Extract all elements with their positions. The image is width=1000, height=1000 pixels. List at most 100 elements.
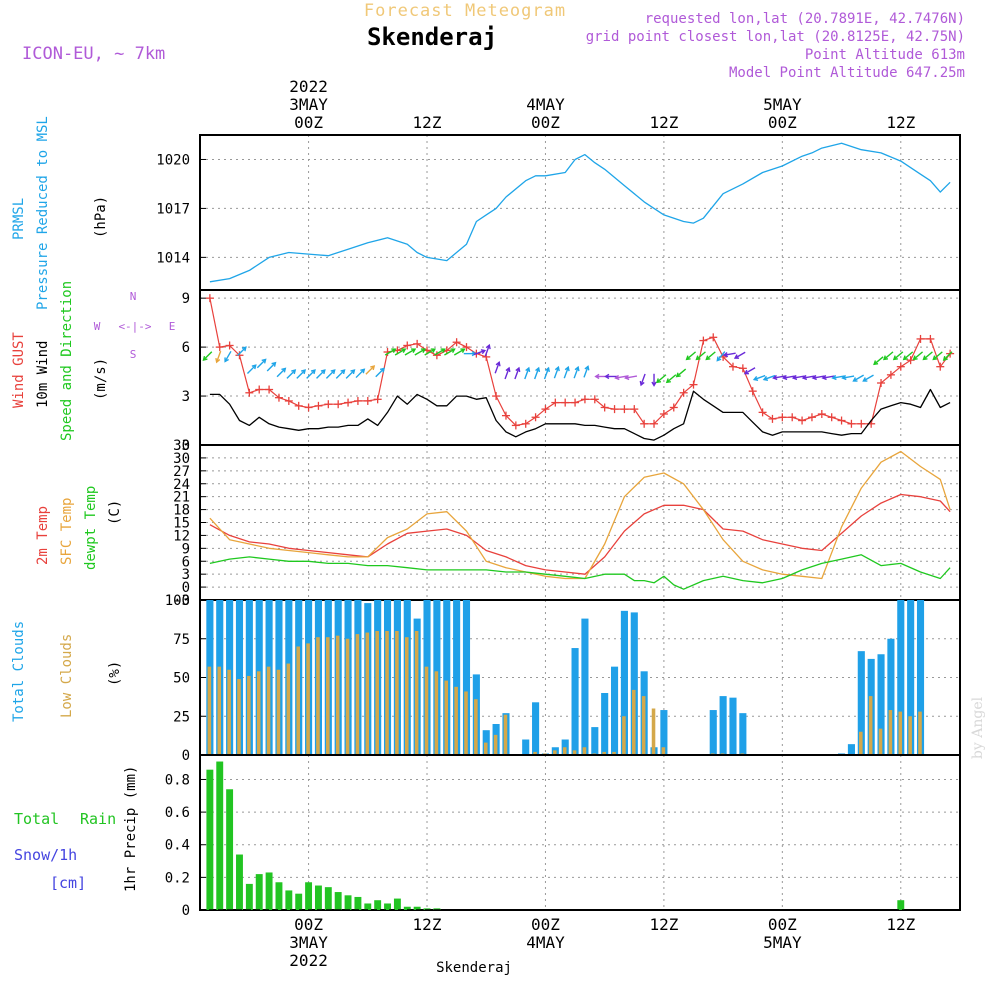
low-cloud-bar	[562, 747, 567, 755]
wind-arrow	[256, 359, 267, 369]
wind-arrow-head	[450, 348, 456, 353]
wind-arrow	[424, 348, 436, 356]
total-cloud-bar	[601, 693, 609, 755]
footer-station: Skenderaj	[436, 960, 512, 976]
total-cloud-bar	[581, 618, 589, 755]
ytick-label: 0	[182, 438, 190, 454]
rain-bar	[413, 906, 421, 910]
wind-arrow-head	[544, 366, 550, 373]
wind-arrow	[203, 351, 213, 361]
temp2m-line	[209, 493, 951, 575]
time-tick-label-bottom: 00Z	[531, 915, 560, 934]
wind-arrow	[705, 351, 716, 360]
wind-arrow-head	[574, 365, 580, 372]
total-cloud-bar	[462, 600, 471, 755]
wind-arrow-head	[554, 365, 560, 372]
compass-north: N	[130, 290, 137, 303]
precip-unit-label: 1hr Precip (mm)	[123, 766, 139, 892]
wind-arrow	[943, 351, 953, 361]
total-cloud-bar	[591, 727, 599, 755]
wind-arrow	[656, 374, 667, 383]
wind-arrow-head	[762, 376, 769, 382]
low-cloud-bar	[651, 708, 656, 755]
ytick-label: 6	[182, 340, 190, 356]
total-cloud-bar	[857, 651, 865, 755]
date-label-top: 5MAY	[763, 95, 802, 114]
rain-bar	[334, 892, 342, 910]
wind-arrow-head	[831, 374, 837, 381]
wind-arrow-head	[772, 374, 778, 381]
wind-arrow-head	[862, 377, 868, 382]
total-cloud-bar	[877, 654, 885, 755]
wind-arrow	[842, 375, 855, 379]
low-cloud-bar	[908, 716, 912, 755]
wind-arrow	[923, 351, 933, 360]
low-cloud-bar	[474, 699, 478, 755]
rain-bar	[354, 896, 362, 910]
low-cloud-bar	[868, 696, 873, 755]
total-cloud-bar	[522, 739, 530, 755]
rain-bar	[216, 761, 224, 910]
snow-label: Snow/1h	[14, 846, 77, 864]
wind-arrow-head	[485, 343, 491, 350]
wind-arrow	[553, 366, 560, 379]
wind-arrow	[216, 350, 222, 363]
low-cloud-bar	[296, 646, 300, 755]
wind-arrow	[913, 351, 924, 360]
low-cloud-bar	[355, 634, 360, 755]
wind-arrow-head	[651, 381, 657, 387]
low-cloud-bar	[434, 671, 439, 755]
ytick-label: 18	[173, 503, 190, 519]
wind-arrow-head	[821, 374, 827, 381]
wind-arrow	[812, 375, 825, 379]
wind-arrow	[724, 352, 736, 356]
wind-arrow	[932, 351, 943, 360]
wind-arrow	[873, 356, 884, 365]
ytick-label: 100	[165, 593, 190, 609]
wind-arrow	[543, 367, 550, 380]
wind-arrow-head	[782, 374, 788, 381]
rain-bar	[285, 890, 293, 910]
rain-bar	[423, 908, 431, 910]
wind-arrow	[563, 366, 569, 379]
compass-west: W	[94, 320, 101, 333]
wind-arrow-head	[401, 348, 407, 353]
rain-bar	[374, 900, 382, 910]
total-cloud-bar	[739, 713, 747, 755]
rain-bar	[384, 903, 391, 910]
low-cloud-bar	[533, 751, 537, 755]
wind-arrow	[434, 348, 446, 356]
panel-frame	[199, 754, 961, 911]
panel-frame	[199, 134, 961, 291]
wind-arrow-head	[564, 365, 570, 372]
wind-arrow-head	[505, 366, 511, 373]
wind-arrow-head	[942, 355, 948, 361]
wind-arrow	[266, 362, 276, 372]
time-tick-label-top: 12Z	[649, 113, 678, 132]
ytick-label: 0.8	[165, 772, 190, 788]
total-cloud-bar	[897, 600, 905, 755]
wind-arrow-head	[743, 369, 749, 375]
low-cloud-bar	[641, 696, 646, 755]
sfc-temp-label: SFC Temp	[59, 498, 75, 565]
low-clouds-label: Low Clouds	[59, 634, 75, 718]
dewpt-label: dewpt Temp	[83, 486, 99, 570]
wind-arrow-head	[251, 364, 257, 370]
low-cloud-bar	[424, 666, 429, 755]
wind-arrow-head	[370, 365, 376, 371]
wind-arrow	[276, 367, 286, 378]
wind-arrow	[773, 375, 786, 379]
low-cloud-bar	[898, 711, 903, 755]
total-cloud-bar	[235, 600, 244, 755]
wind-arrow	[345, 369, 355, 379]
wind-arrow	[666, 374, 677, 383]
wind-arrow-head	[480, 349, 487, 355]
total-cloud-bar	[453, 600, 461, 755]
wind-label: 10m Wind	[35, 341, 51, 408]
low-cloud-bar	[414, 631, 419, 755]
wind-arrow	[793, 375, 805, 379]
low-cloud-bar	[582, 747, 587, 755]
wind-arrow	[473, 349, 486, 356]
total-cloud-bar	[630, 612, 638, 755]
time-tick-label-top: 00Z	[294, 113, 323, 132]
